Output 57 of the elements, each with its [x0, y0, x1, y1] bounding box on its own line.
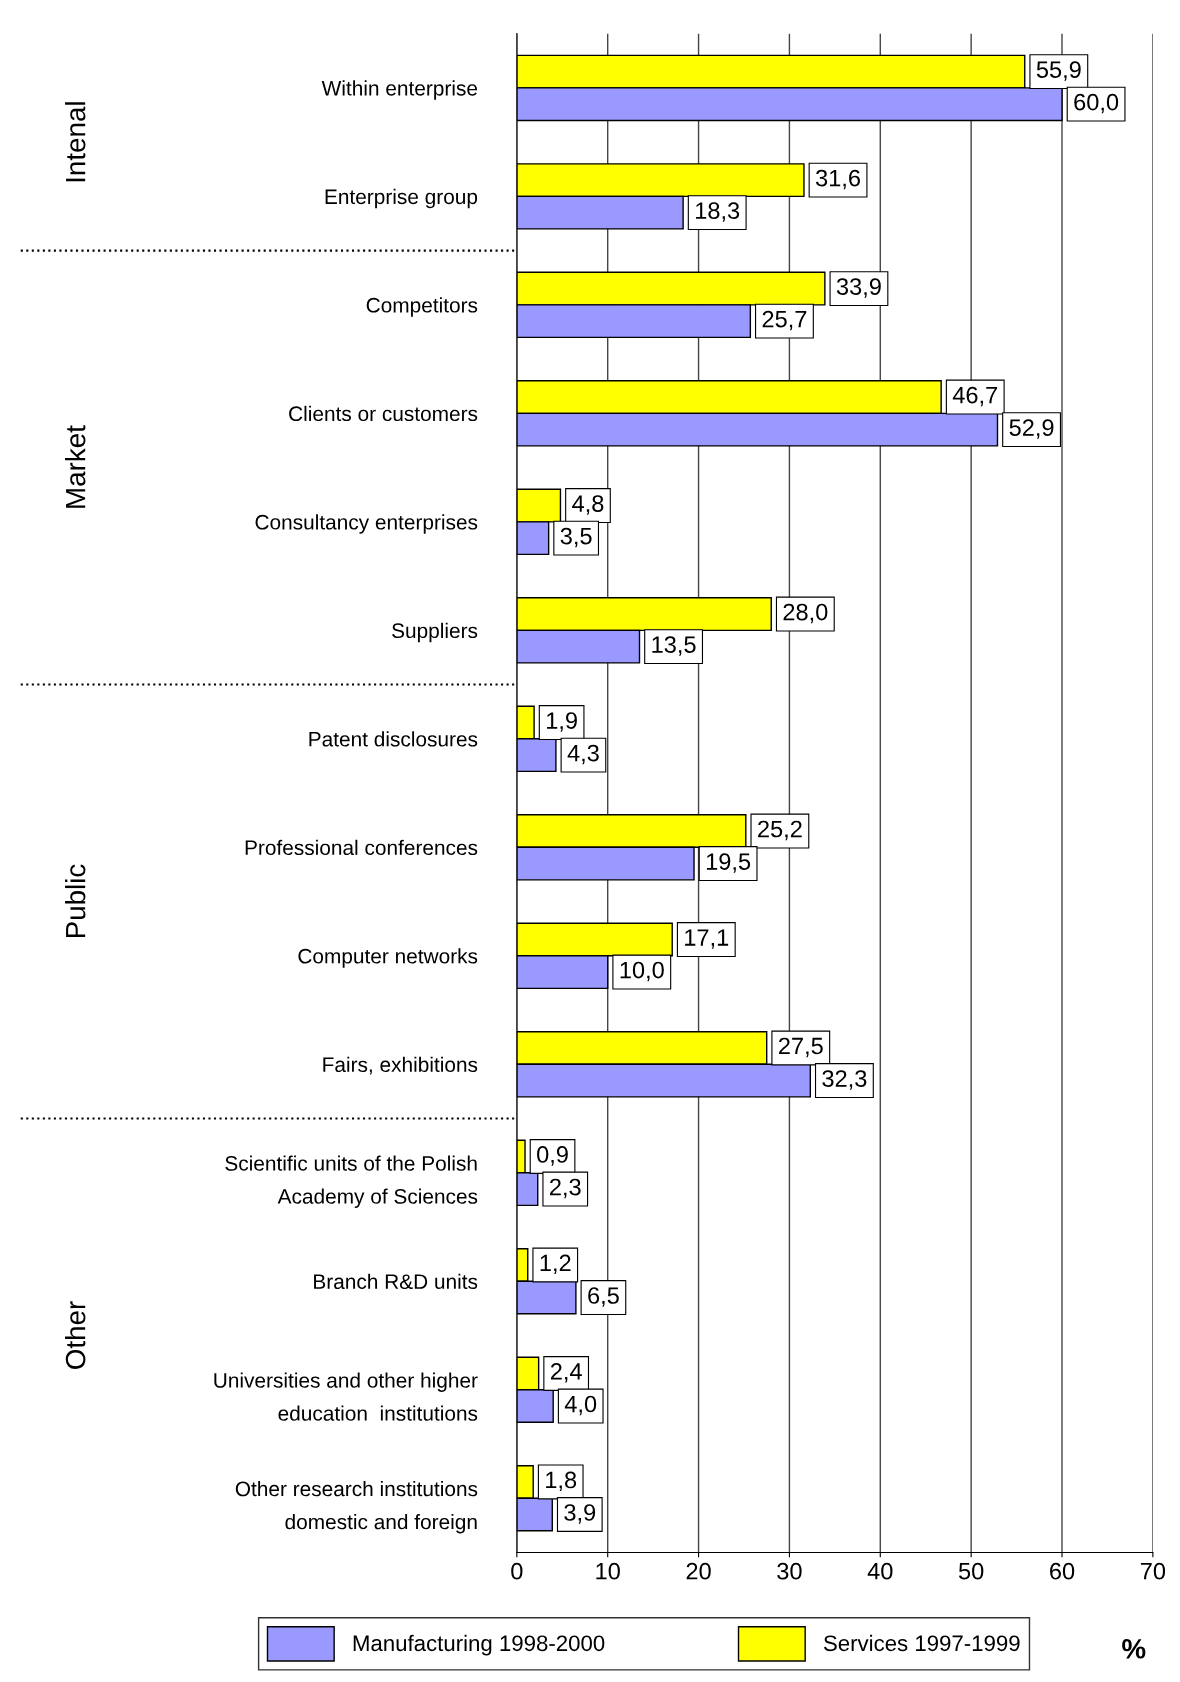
y-tick-label: Branch R&D units	[314, 1273, 478, 1290]
text: Market	[65, 425, 86, 508]
x-tick-label: 70	[1140, 1562, 1166, 1580]
data-label: 31,6	[815, 169, 860, 190]
x-tick-label: 40	[867, 1562, 893, 1580]
data-label: 4,8	[572, 495, 604, 515]
x-tick-label: 60	[1050, 1562, 1075, 1580]
y-tick-label: Patent disclosures	[309, 731, 478, 747]
data-label: 55,9	[1036, 61, 1081, 81]
data-label: 6,5	[588, 1287, 619, 1307]
data-label: 25,2	[758, 820, 802, 841]
data-label: 32,3	[822, 1070, 867, 1090]
text: Other	[65, 1301, 86, 1369]
data-label: 13,5	[652, 636, 696, 656]
data-label: 52,9	[1009, 419, 1054, 439]
text: Public	[65, 864, 86, 938]
y-tick-label: Competitors	[366, 297, 478, 317]
y-tick-label: Other research institutions domestic and foreign	[235, 1480, 478, 1534]
x-axis-title: %	[1122, 1639, 1146, 1659]
x-tick-label: 20	[686, 1562, 711, 1580]
data-label: 1,8	[546, 1471, 577, 1492]
y-tick-label: Computer networks	[298, 948, 478, 968]
y-tick-label: Scientific units of the Polish Academy of Sciences	[225, 1155, 478, 1208]
data-label: 4,0	[564, 1395, 597, 1416]
data-label: 19,5	[706, 853, 751, 873]
legend-label: Services 1997-1999	[823, 1634, 1020, 1652]
x-tick-label: 30	[777, 1562, 802, 1580]
data-label: 25,7	[762, 310, 807, 331]
data-label: 33,9	[836, 278, 881, 298]
data-label: 10,0	[620, 961, 664, 982]
data-label: 2,4	[550, 1363, 582, 1383]
data-label: 27,5	[779, 1037, 823, 1058]
x-tick-label: 50	[958, 1562, 984, 1580]
y-tick-label: Suppliers	[392, 622, 478, 643]
data-label: 3,9	[564, 1504, 596, 1524]
y-tick-label: Enterprise group	[325, 188, 478, 209]
data-label: 2,3	[550, 1178, 581, 1199]
data-label: 46,7	[952, 386, 998, 407]
y-tick-label: Universities and other higher education institutions	[214, 1372, 478, 1421]
y-tick-label: Clients or customers	[289, 405, 478, 422]
y-tick-label: Professional conferences	[245, 839, 478, 856]
data-label: 28,0	[783, 603, 828, 624]
data-label: 1,9	[547, 712, 577, 732]
x-tick-label: 0	[511, 1562, 523, 1580]
data-label: 4,3	[567, 744, 599, 765]
data-label: 1,2	[540, 1254, 571, 1275]
x-tick-label: 10	[596, 1562, 620, 1580]
data-label: 0,9	[537, 1146, 568, 1166]
data-label: 3,5	[560, 527, 592, 548]
y-tick-label: Fairs, exhibitions	[323, 1056, 478, 1075]
legend-label: Manufacturing 1998-2000	[353, 1634, 605, 1656]
data-label: 17,1	[685, 929, 729, 949]
data-label: 60,0	[1074, 93, 1119, 114]
y-tick-label: Within enterprise	[321, 80, 478, 100]
text: Intenal	[65, 102, 86, 182]
data-label: 18,3	[696, 202, 740, 222]
y-tick-label: Consultancy enterprises	[255, 514, 478, 534]
